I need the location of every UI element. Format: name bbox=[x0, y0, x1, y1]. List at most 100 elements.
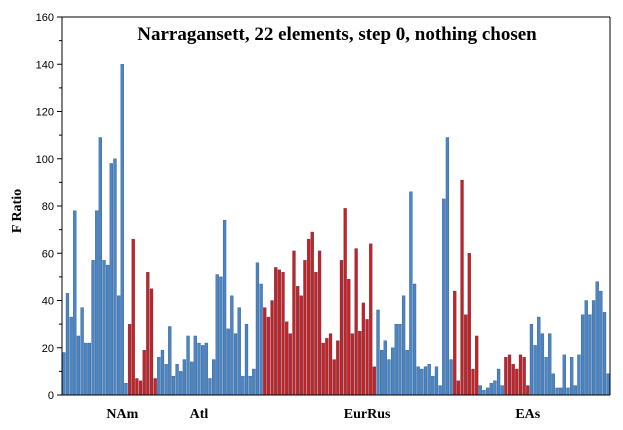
bar-58 bbox=[274, 267, 278, 396]
y-axis-label: F Ratio bbox=[10, 189, 25, 233]
bar-55 bbox=[263, 307, 267, 396]
bar-28 bbox=[164, 364, 168, 396]
chart-title: Narragansett, 22 elements, step 0, nothi… bbox=[137, 24, 537, 45]
bar-126 bbox=[522, 357, 526, 396]
bar-38 bbox=[201, 345, 205, 396]
bar-116 bbox=[485, 387, 490, 396]
bar-115 bbox=[482, 390, 486, 396]
y-tick-label-120: 120 bbox=[36, 107, 54, 119]
bar-15 bbox=[117, 295, 121, 396]
bar-84 bbox=[369, 243, 373, 396]
bar-6 bbox=[84, 342, 88, 396]
bar-103 bbox=[438, 385, 442, 396]
bar-118 bbox=[493, 380, 497, 396]
bar-137 bbox=[562, 354, 566, 396]
bar-20 bbox=[135, 378, 139, 396]
bar-47 bbox=[233, 333, 238, 396]
bar-72 bbox=[325, 338, 329, 396]
bar-11 bbox=[102, 260, 106, 396]
bar-77 bbox=[343, 208, 347, 396]
bar-67 bbox=[306, 238, 311, 396]
bar-74 bbox=[332, 359, 336, 396]
bar-0 bbox=[62, 352, 66, 396]
bar-14 bbox=[113, 158, 117, 396]
bar-52 bbox=[252, 368, 256, 396]
y-tick-label-60: 60 bbox=[42, 248, 54, 260]
bar-5 bbox=[80, 307, 84, 396]
bar-7 bbox=[87, 342, 92, 396]
bar-110 bbox=[464, 314, 468, 396]
bar-106 bbox=[449, 359, 453, 396]
bar-95 bbox=[409, 191, 413, 396]
bar-62 bbox=[288, 333, 292, 396]
bar-22 bbox=[142, 349, 146, 396]
bar-32 bbox=[179, 371, 183, 396]
bar-59 bbox=[277, 269, 281, 396]
y-tick-label-0: 0 bbox=[48, 390, 54, 402]
bar-54 bbox=[259, 283, 263, 396]
bar-35 bbox=[190, 361, 194, 396]
y-axis: 0 20 40 60 80 100 120 140 160 bbox=[36, 12, 611, 402]
bar-94 bbox=[405, 349, 409, 396]
bar-134 bbox=[551, 373, 556, 396]
bar-83 bbox=[365, 319, 369, 396]
bar-8 bbox=[91, 260, 95, 396]
bar-119 bbox=[496, 368, 501, 396]
bar-98 bbox=[420, 368, 424, 396]
bar-71 bbox=[321, 342, 325, 396]
bar-39 bbox=[204, 342, 208, 396]
y-tick-label-80: 80 bbox=[42, 201, 54, 213]
bar-105 bbox=[445, 137, 450, 396]
bar-25 bbox=[153, 378, 157, 396]
bar-63 bbox=[292, 250, 296, 396]
bar-37 bbox=[197, 342, 201, 396]
bar-42 bbox=[215, 274, 219, 396]
bar-138 bbox=[566, 387, 570, 396]
bar-78 bbox=[347, 279, 351, 396]
bar-117 bbox=[489, 383, 493, 396]
bar-143 bbox=[584, 300, 588, 396]
group-label-3: EAs bbox=[515, 407, 540, 422]
bar-125 bbox=[518, 354, 523, 396]
bar-123 bbox=[511, 364, 515, 396]
bar-10 bbox=[98, 137, 102, 396]
bar-135 bbox=[555, 387, 559, 396]
bar-56 bbox=[266, 316, 271, 396]
bar-61 bbox=[285, 321, 289, 396]
bar-69 bbox=[314, 271, 318, 396]
bar-133 bbox=[548, 333, 552, 396]
bar-80 bbox=[354, 248, 358, 396]
bar-140 bbox=[573, 385, 577, 396]
bar-3 bbox=[73, 210, 77, 396]
bar-43 bbox=[219, 276, 223, 396]
bar-97 bbox=[416, 366, 420, 396]
bar-57 bbox=[270, 300, 274, 396]
bar-131 bbox=[540, 333, 545, 396]
bar-51 bbox=[248, 375, 252, 396]
bar-91 bbox=[394, 323, 398, 396]
bar-92 bbox=[398, 323, 402, 396]
bar-87 bbox=[380, 349, 384, 396]
bar-23 bbox=[146, 271, 150, 396]
bar-1 bbox=[65, 293, 70, 396]
bar-113 bbox=[475, 335, 479, 396]
bar-90 bbox=[390, 347, 395, 396]
bar-85 bbox=[372, 366, 376, 396]
bar-139 bbox=[570, 357, 574, 396]
bar-65 bbox=[299, 295, 303, 396]
bar-132 bbox=[544, 357, 548, 396]
bar-114 bbox=[478, 385, 482, 396]
y-tick-label-160: 160 bbox=[36, 12, 54, 24]
bar-96 bbox=[412, 283, 417, 396]
bar-148 bbox=[602, 312, 607, 396]
bar-79 bbox=[350, 333, 355, 396]
bar-17 bbox=[124, 383, 128, 396]
bar-75 bbox=[336, 340, 340, 396]
bar-30 bbox=[171, 375, 176, 396]
bar-107 bbox=[453, 290, 457, 396]
bar-101 bbox=[431, 375, 435, 396]
bar-145 bbox=[591, 300, 596, 396]
bar-121 bbox=[504, 357, 508, 396]
bar-100 bbox=[427, 364, 431, 396]
bar-122 bbox=[507, 354, 512, 396]
